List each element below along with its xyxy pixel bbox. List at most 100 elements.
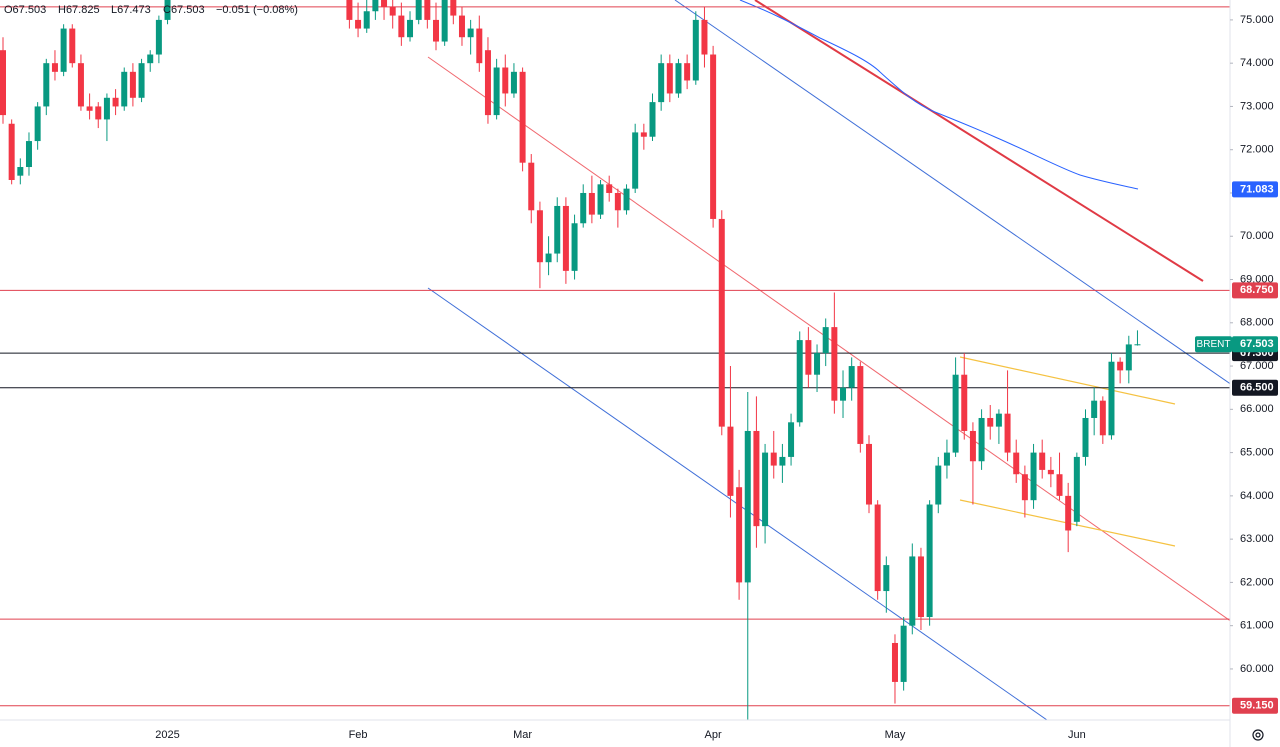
candle-body (1030, 452, 1037, 501)
legend-low: L67.473 (111, 4, 151, 16)
y-tick-label: 65.000 (1240, 447, 1274, 459)
candle-body (952, 374, 959, 453)
price-label: 59.150 (1240, 700, 1274, 712)
y-tick-label: 72.000 (1240, 144, 1274, 156)
candle-body (77, 63, 84, 107)
price-label: 66.500 (1240, 382, 1274, 394)
candle-body (147, 54, 154, 64)
candle-body (857, 366, 864, 444)
candle-body (493, 67, 500, 116)
price-label-box (1232, 379, 1278, 396)
candle-body (762, 452, 769, 527)
candle-body (17, 167, 24, 176)
candle-body (1056, 474, 1063, 496)
last-price-label: 67.503 (1240, 338, 1274, 350)
candle-body (805, 340, 812, 375)
candle-body (822, 327, 829, 354)
candle-body (164, 0, 171, 20)
y-tick-label: 74.000 (1240, 57, 1274, 69)
candle-body (441, 0, 448, 42)
candle-body (848, 366, 855, 388)
candle-body (640, 132, 647, 137)
candle-body (346, 0, 353, 20)
candle-body (95, 106, 102, 120)
candle-body (718, 218, 725, 427)
y-tick-label: 61.000 (1240, 620, 1274, 632)
candle-body (701, 19, 708, 55)
candles (0, 0, 1141, 720)
price-label-box (1232, 282, 1278, 299)
candle-body (1021, 474, 1028, 501)
trend-line (427, 56, 1230, 622)
price-label: 71.083 (1240, 183, 1274, 195)
y-tick-label: 63.000 (1240, 533, 1274, 545)
candle-body (744, 430, 751, 583)
x-tick-label: Apr (705, 729, 722, 741)
candle-body (407, 19, 414, 38)
candle-body (1004, 413, 1011, 453)
candle-body (381, 0, 388, 7)
candle-body (34, 106, 41, 142)
candle-body (467, 28, 474, 38)
x-tick-label: May (885, 729, 906, 741)
candle-body (389, 6, 396, 16)
candle-body (632, 132, 639, 189)
candle-body (60, 28, 67, 72)
legend-change: −0.051 (−0.08%) (216, 4, 298, 16)
candle-body (433, 19, 439, 42)
y-tick-label: 62.000 (1240, 576, 1274, 588)
x-tick-label: Jun (1068, 729, 1086, 741)
candle-body (450, 0, 457, 16)
candle-body (372, 0, 379, 12)
candle-body (1013, 452, 1020, 475)
candle-body (484, 50, 491, 116)
candle-body (121, 71, 128, 107)
moving-average (739, 0, 1139, 190)
candle-body (917, 556, 924, 618)
candle-body (363, 11, 370, 29)
candle-body (1039, 452, 1046, 470)
candle-body (943, 452, 950, 466)
candle-body (571, 223, 578, 271)
y-tick-label: 64.000 (1240, 490, 1274, 502)
candle-body (0, 50, 6, 116)
candle-body (900, 625, 907, 682)
candle-body (1065, 495, 1072, 531)
ohlc-legend: O67.503 H67.825 L67.473 C67.503 −0.051 (… (4, 4, 298, 16)
candle-body (796, 340, 803, 423)
candle-body (727, 426, 734, 496)
settings-icon[interactable] (1252, 729, 1264, 741)
candle-body (649, 102, 656, 137)
candle-body (779, 456, 786, 466)
candle-body (1134, 344, 1141, 346)
candle-body (138, 63, 145, 98)
candle-body (458, 15, 465, 38)
candle-body (8, 123, 15, 180)
candle-body (1073, 456, 1080, 522)
candle-body (684, 63, 691, 81)
y-tick-label: 66.000 (1240, 403, 1274, 415)
y-tick-label: 73.000 (1240, 100, 1274, 112)
y-tick-label: 67.000 (1240, 360, 1274, 372)
candle-body (424, 0, 431, 20)
candle-body (666, 63, 673, 94)
candle-body (502, 67, 509, 94)
y-tick-label: 75.000 (1240, 14, 1274, 26)
axis-labels: 2025 Feb Mar Apr May Jun (155, 729, 1085, 741)
symbol-label: BRENT (1197, 339, 1231, 350)
y-tick-label: 68.000 (1240, 317, 1274, 329)
candle-body (866, 443, 872, 505)
candle-body (987, 417, 994, 427)
candle-body (510, 71, 517, 94)
candle-body (935, 465, 942, 505)
candle-body (978, 417, 985, 462)
candle-body (25, 141, 32, 168)
x-tick-label: 2025 (155, 729, 179, 741)
legend-close: C67.503 (163, 4, 205, 16)
candle-body (623, 188, 630, 211)
candle-body (129, 71, 136, 98)
price-label: 68.750 (1240, 284, 1274, 296)
legend-open: O67.503 (4, 4, 46, 16)
